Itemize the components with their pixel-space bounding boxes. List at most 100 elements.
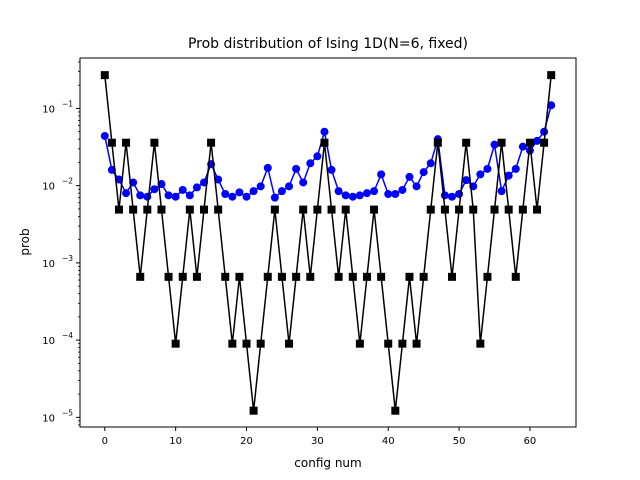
data-point: [263, 272, 272, 281]
y-tick-base: 10: [42, 104, 55, 115]
data-point: [462, 176, 471, 185]
data-point: [292, 164, 301, 173]
data-point: [185, 191, 194, 200]
y-axis: 10 −5 10 −4 10 −3 10 −2 10 −1: [42, 61, 80, 426]
data-point: [214, 175, 223, 184]
data-point: [164, 191, 173, 200]
data-point: [313, 152, 322, 161]
data-point: [448, 192, 456, 201]
data-point: [214, 205, 223, 214]
data-point: [426, 205, 435, 214]
data-point: [355, 339, 364, 348]
y-tick-label: 10 −5: [42, 408, 73, 424]
data-point: [136, 272, 145, 281]
x-tick-label: 0: [102, 436, 108, 447]
data-point: [518, 205, 527, 214]
data-point: [306, 159, 315, 168]
data-point: [504, 171, 513, 180]
data-point: [455, 190, 464, 199]
data-point: [299, 178, 308, 187]
x-tick-label: 50: [453, 436, 466, 447]
data-point: [228, 192, 237, 201]
data-point: [277, 187, 286, 196]
x-axis: 0 10 20 30 40 50 60: [102, 427, 536, 447]
data-point: [129, 205, 138, 214]
data-point: [511, 272, 520, 281]
data-point: [334, 187, 343, 196]
data-point: [355, 191, 364, 200]
data-point: [136, 191, 145, 200]
data-point: [143, 205, 152, 214]
y-tick-exponent: −3: [62, 254, 73, 263]
data-point: [348, 272, 357, 281]
data-point: [150, 185, 159, 194]
data-point: [405, 272, 414, 281]
data-point: [263, 163, 272, 172]
data-point: [391, 406, 400, 415]
data-point: [242, 192, 251, 201]
data-point: [150, 138, 159, 147]
data-point: [405, 172, 414, 181]
data-point: [228, 339, 237, 348]
data-point: [164, 272, 173, 281]
data-point: [178, 185, 187, 194]
data-point: [200, 205, 208, 214]
data-point: [412, 182, 421, 191]
data-point: [391, 190, 400, 199]
data-point: [476, 339, 485, 348]
data-point: [221, 272, 230, 281]
x-tick-label: 20: [240, 436, 253, 447]
data-point: [143, 192, 152, 201]
data-point: [299, 205, 308, 214]
data-point: [122, 138, 131, 147]
data-point: [285, 339, 294, 348]
data-point: [497, 187, 506, 196]
data-point: [497, 138, 506, 147]
data-point: [377, 170, 386, 179]
data-point: [235, 188, 244, 197]
data-point: [341, 205, 350, 214]
data-point: [313, 205, 322, 214]
data-point: [249, 187, 258, 196]
data-point: [256, 339, 265, 348]
data-point: [207, 138, 216, 147]
data-point: [504, 205, 513, 214]
data-point: [221, 190, 230, 199]
data-point: [547, 71, 556, 80]
data-point: [412, 339, 421, 348]
data-point: [320, 138, 329, 147]
data-point: [306, 272, 315, 281]
data-point: [178, 272, 187, 281]
data-point: [398, 339, 407, 348]
data-point: [277, 272, 286, 281]
data-point: [362, 189, 371, 198]
series-layer: [100, 71, 556, 415]
x-tick-label: 10: [169, 436, 182, 447]
data-point: [327, 165, 336, 174]
y-tick-label: 10 −1: [42, 99, 73, 115]
data-point: [547, 101, 556, 110]
data-point: [334, 272, 343, 281]
data-point: [320, 127, 329, 136]
data-point: [490, 140, 499, 149]
x-axis-label: config num: [294, 456, 361, 470]
data-point: [426, 159, 435, 168]
data-point: [462, 138, 471, 147]
data-point: [540, 138, 549, 147]
data-point: [348, 192, 357, 201]
data-point: [377, 272, 386, 281]
y-tick-exponent: −1: [62, 99, 73, 108]
x-tick-label: 30: [311, 436, 324, 447]
data-point: [433, 138, 442, 147]
data-point: [122, 189, 131, 198]
data-point: [285, 182, 294, 191]
y-tick-label: 10 −2: [42, 177, 73, 193]
series-line: [104, 75, 552, 411]
data-point: [235, 272, 244, 281]
y-tick-base: 10: [42, 259, 55, 270]
chart-title: Prob distribution of Ising 1D(N=6, fixed…: [188, 36, 468, 52]
axes-frame: [79, 57, 577, 428]
y-tick-base: 10: [42, 182, 55, 193]
data-point: [171, 339, 180, 348]
